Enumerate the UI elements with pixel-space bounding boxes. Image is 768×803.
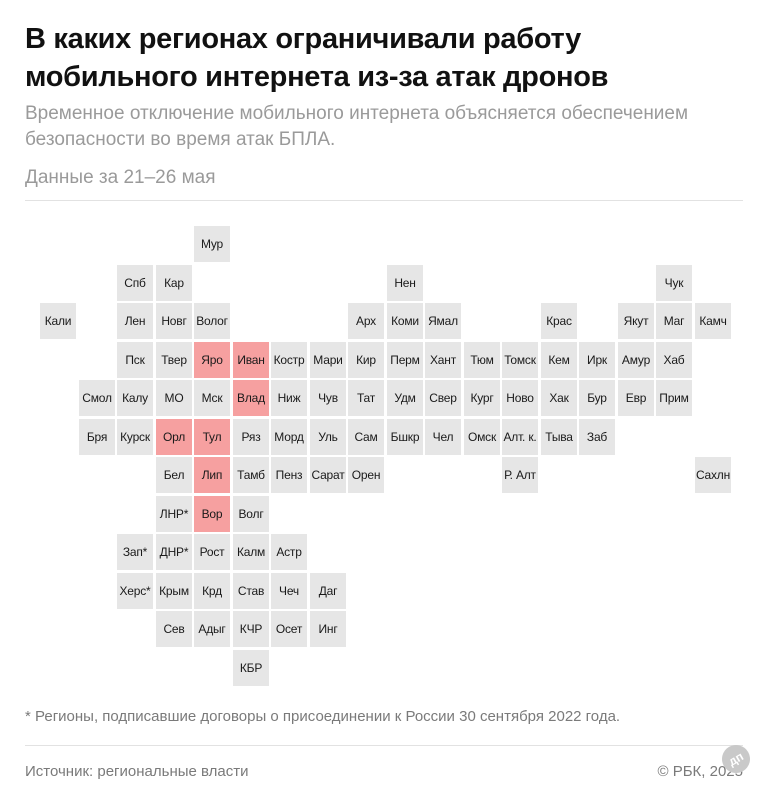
region-tile: Сев	[156, 611, 192, 647]
region-tile: Амур	[618, 342, 654, 378]
region-tile: Калу	[117, 380, 153, 416]
region-tile: Крас	[541, 303, 577, 339]
region-tile: Чеч	[271, 573, 307, 609]
region-tile: Сахлн	[695, 457, 731, 493]
region-tile: Лип	[194, 457, 230, 493]
region-tile: Евр	[618, 380, 654, 416]
region-tile: Крым	[156, 573, 192, 609]
region-tile: Став	[233, 573, 269, 609]
region-tile: Кир	[348, 342, 384, 378]
region-tile: Волог	[194, 303, 230, 339]
chart-title: В каких регионах ограничивали работу моб…	[25, 23, 609, 93]
region-tile: Заб	[579, 419, 615, 455]
region-tile: Бур	[579, 380, 615, 416]
region-tile: Ниж	[271, 380, 307, 416]
region-tile: Мск	[194, 380, 230, 416]
region-tile: Волг	[233, 496, 269, 532]
header-divider	[25, 200, 743, 201]
region-tile: Морд	[271, 419, 307, 455]
region-tile: Тамб	[233, 457, 269, 493]
data-period: Данные за 21–26 мая	[25, 167, 216, 188]
region-tile: Смол	[79, 380, 115, 416]
footnote: * Регионы, подписавшие договоры о присое…	[25, 708, 621, 725]
region-tile: Бшкр	[387, 419, 423, 455]
region-tile: КЧР	[233, 611, 269, 647]
chart-subtitle: Временное отключение мобильного интернет…	[25, 103, 689, 150]
region-tile: ЛНР*	[156, 496, 192, 532]
credit-text: © РБК, 2025	[657, 763, 743, 780]
region-tile: Крд	[194, 573, 230, 609]
region-tile: Херс*	[117, 573, 153, 609]
region-tile: Лен	[117, 303, 153, 339]
region-tile: Ирк	[579, 342, 615, 378]
region-tile: Астр	[271, 534, 307, 570]
region-tile: Перм	[387, 342, 423, 378]
region-tile: Пенз	[271, 457, 307, 493]
region-tile: Бря	[79, 419, 115, 455]
region-tile: Инг	[310, 611, 346, 647]
region-tile: Прим	[656, 380, 692, 416]
region-tile: Мур	[194, 226, 230, 262]
region-tile: Свер	[425, 380, 461, 416]
region-tile: ДНР*	[156, 534, 192, 570]
region-tile: КБР	[233, 650, 269, 686]
region-tile: Хаб	[656, 342, 692, 378]
region-tile: Чук	[656, 265, 692, 301]
region-tile: Осет	[271, 611, 307, 647]
region-tile: Ямал	[425, 303, 461, 339]
region-tile: Якут	[618, 303, 654, 339]
region-tile: Рост	[194, 534, 230, 570]
region-tile: Адыг	[194, 611, 230, 647]
region-tile: Нен	[387, 265, 423, 301]
region-tile: Твер	[156, 342, 192, 378]
region-tile: Кем	[541, 342, 577, 378]
region-tile: Бел	[156, 457, 192, 493]
region-tile: Курск	[117, 419, 153, 455]
footer-divider	[25, 745, 743, 746]
region-tile: Тат	[348, 380, 384, 416]
region-tile: Ряз	[233, 419, 269, 455]
region-tile: Хак	[541, 380, 577, 416]
region-tile: Маг	[656, 303, 692, 339]
region-tile: Мари	[310, 342, 346, 378]
region-tile: Сам	[348, 419, 384, 455]
region-tile: Томск	[502, 342, 538, 378]
region-tile: МО	[156, 380, 192, 416]
region-tile: Орен	[348, 457, 384, 493]
region-tile: Р. Алт	[502, 457, 538, 493]
region-tile: Тюм	[464, 342, 500, 378]
region-tile: Арх	[348, 303, 384, 339]
region-tile: Калм	[233, 534, 269, 570]
region-tile: Чув	[310, 380, 346, 416]
region-tile: Кург	[464, 380, 500, 416]
region-tile: Хант	[425, 342, 461, 378]
region-tile: Зап*	[117, 534, 153, 570]
region-tile: Пск	[117, 342, 153, 378]
source-text: Источник: региональные власти	[25, 763, 249, 780]
region-tile: Уль	[310, 419, 346, 455]
region-tile: Тыва	[541, 419, 577, 455]
region-tile: Костр	[271, 342, 307, 378]
region-tile: Кали	[40, 303, 76, 339]
region-tile: Даг	[310, 573, 346, 609]
region-tile: Сарат	[310, 457, 346, 493]
region-tile: Яро	[194, 342, 230, 378]
region-tile: Новг	[156, 303, 192, 339]
region-tile: Чел	[425, 419, 461, 455]
region-tile: Омск	[464, 419, 500, 455]
region-tile: Кар	[156, 265, 192, 301]
region-tile: Орл	[156, 419, 192, 455]
region-tile: Ново	[502, 380, 538, 416]
region-tile: Алт. к.	[502, 419, 538, 455]
region-tile: Тул	[194, 419, 230, 455]
region-tile: Спб	[117, 265, 153, 301]
region-tile: Вор	[194, 496, 230, 532]
region-tile: Влад	[233, 380, 269, 416]
region-tile: Удм	[387, 380, 423, 416]
region-tile: Иван	[233, 342, 269, 378]
region-tile: Камч	[695, 303, 731, 339]
region-tile: Коми	[387, 303, 423, 339]
